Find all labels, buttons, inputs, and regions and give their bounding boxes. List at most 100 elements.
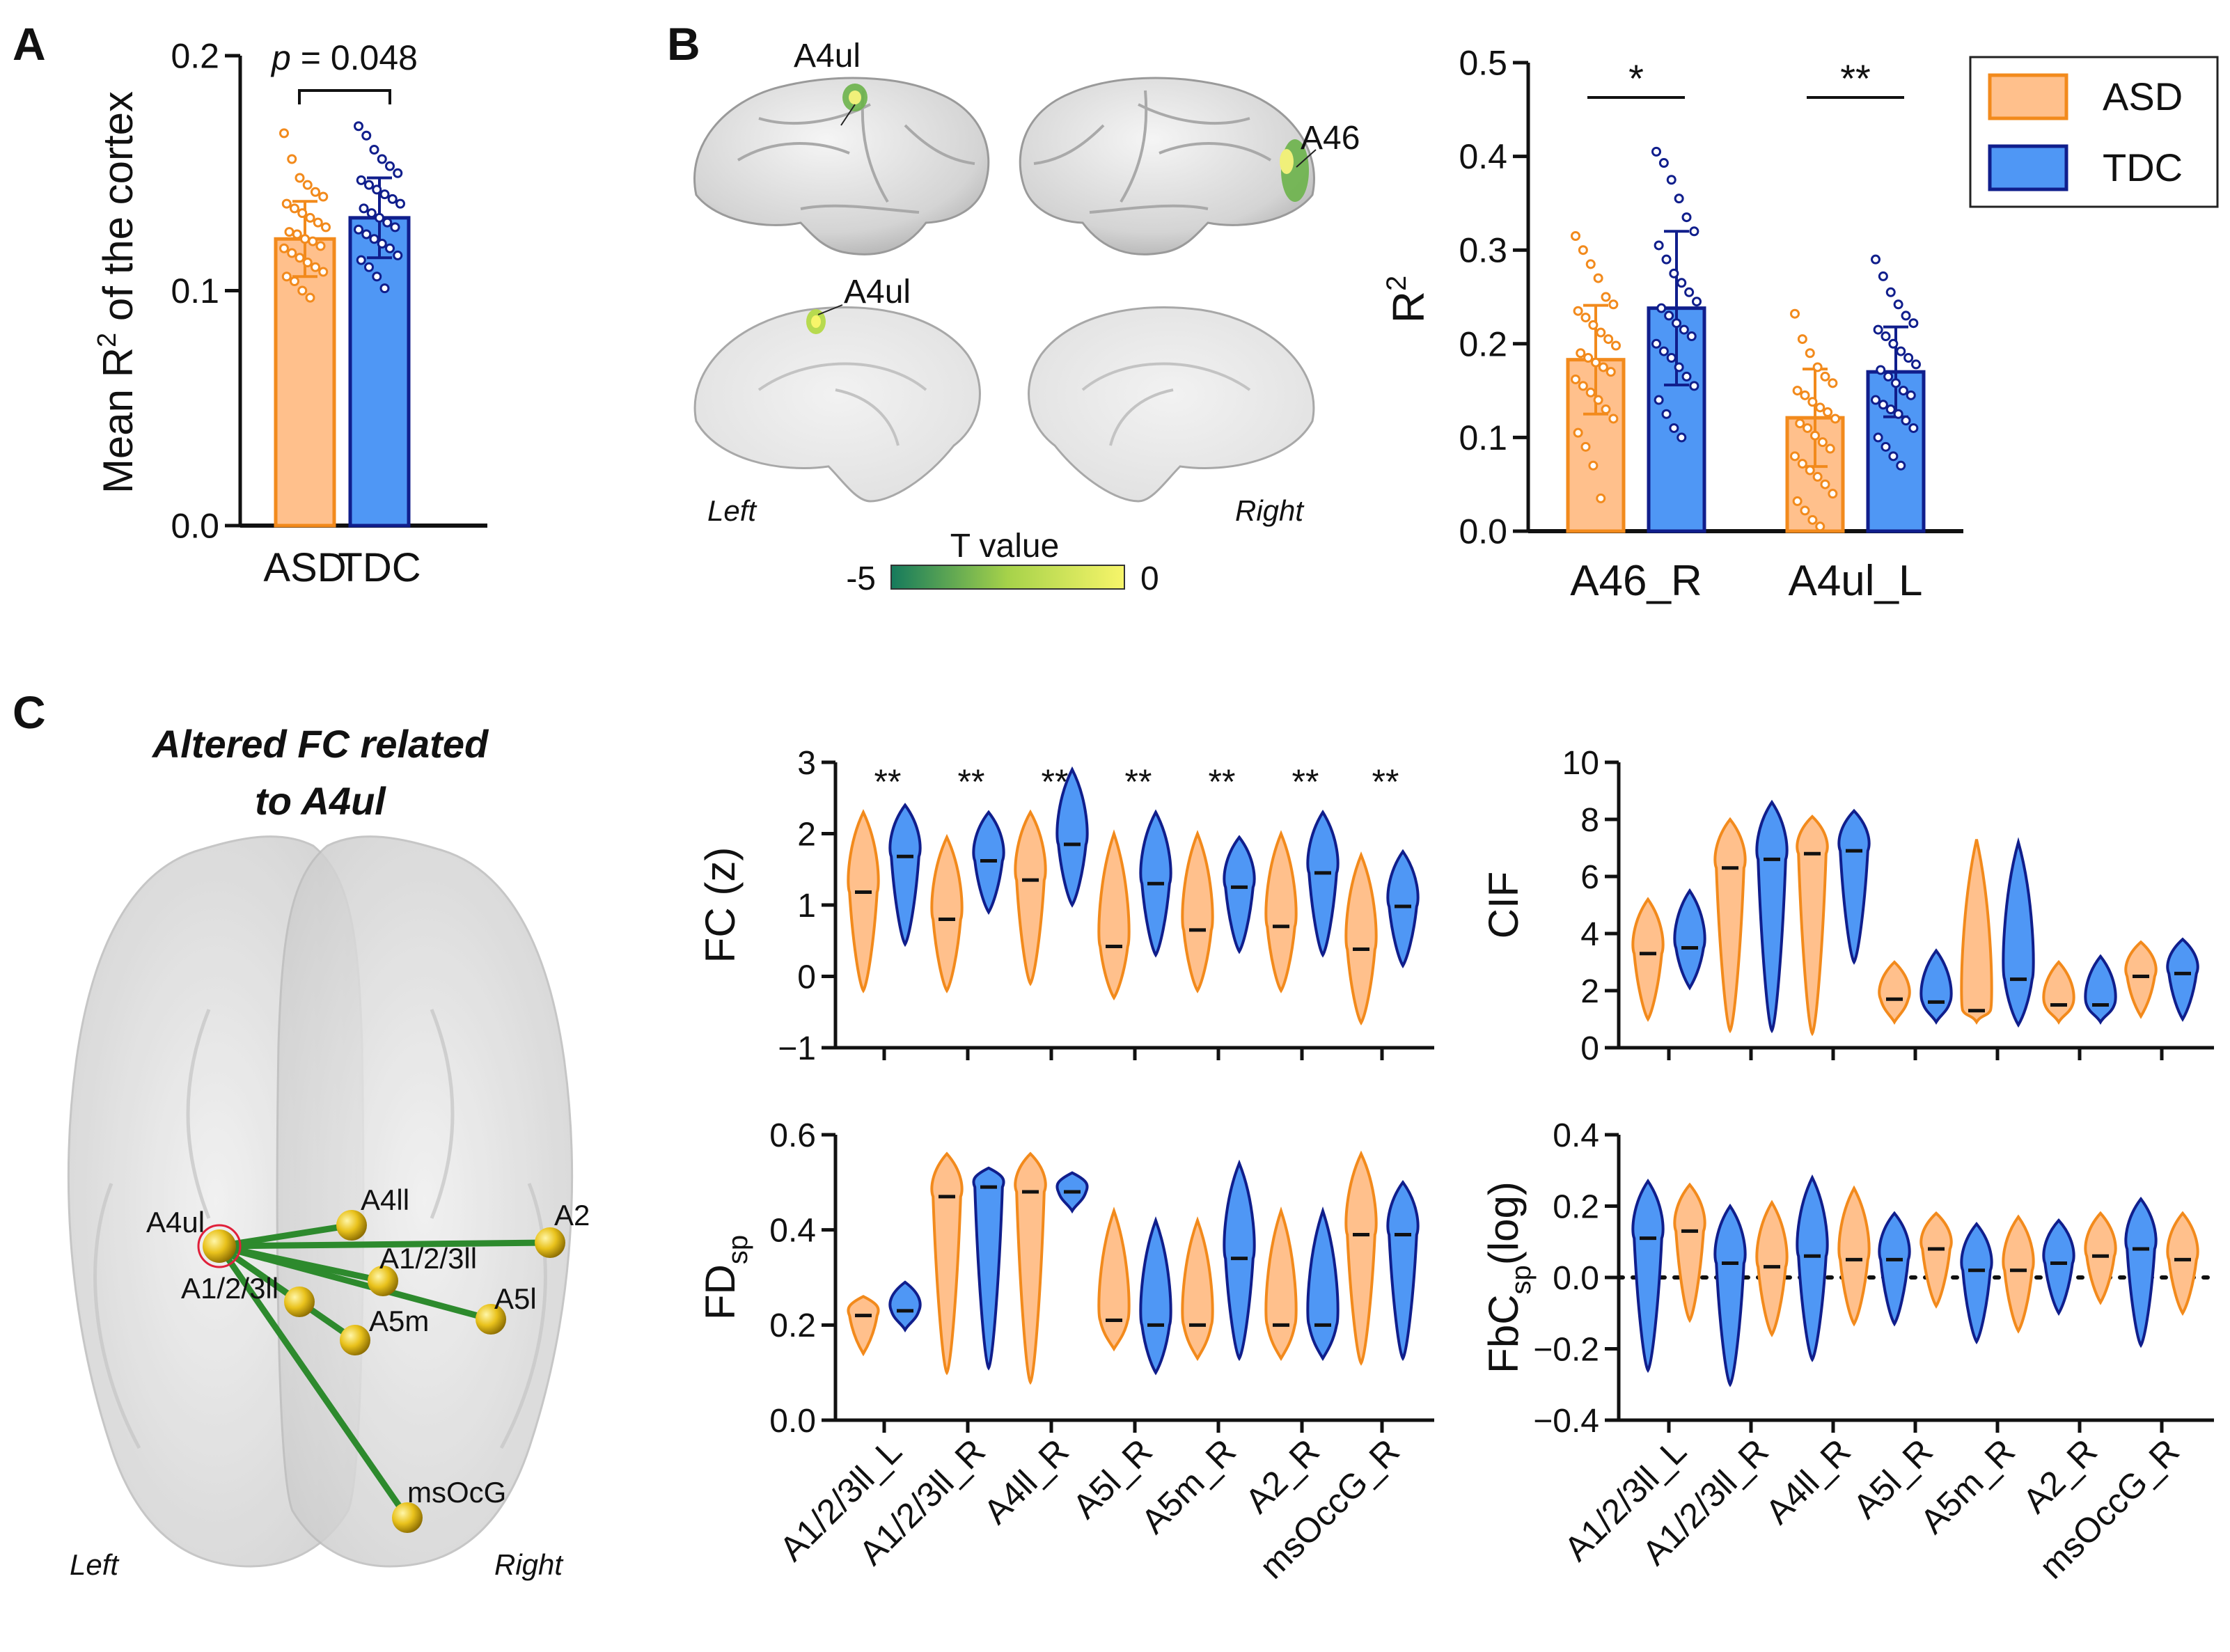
data-point xyxy=(311,187,320,197)
violin-asd xyxy=(1713,817,1747,1034)
edge-a4ul-a4ll xyxy=(219,1222,352,1250)
node-label-a2: A2 xyxy=(554,1199,590,1232)
node-a2 xyxy=(535,1227,565,1258)
data-point xyxy=(1790,451,1800,462)
data-point xyxy=(361,130,372,141)
data-point xyxy=(1603,334,1614,345)
data-point xyxy=(1903,352,1914,363)
brain-left-caption: Left xyxy=(707,494,757,527)
pvalue-label: p = 0.048 xyxy=(270,38,418,77)
fc-nodes xyxy=(197,1210,565,1533)
data-point xyxy=(1825,443,1835,454)
data-point xyxy=(385,161,395,171)
violin-asd xyxy=(930,833,964,993)
data-point xyxy=(1891,378,1901,388)
y-tick-label: −0.2 xyxy=(1533,1331,1599,1368)
data-point xyxy=(1666,175,1677,185)
data-point xyxy=(290,276,299,286)
y-tick-label: 3 xyxy=(797,745,816,782)
violin-asd xyxy=(1181,830,1214,993)
data-point xyxy=(379,189,390,200)
data-point xyxy=(1817,437,1828,448)
data-point xyxy=(1573,306,1583,316)
violin-tdc xyxy=(2124,1196,2158,1348)
data-point xyxy=(318,191,329,202)
data-point xyxy=(372,184,382,195)
violin-asd xyxy=(1796,815,1829,1037)
data-point xyxy=(1689,226,1699,237)
x-tick-label: TDC xyxy=(338,545,421,590)
violin-asd xyxy=(1014,809,1047,986)
data-point xyxy=(1901,416,1911,426)
y-tick-label: 0.5 xyxy=(1459,44,1507,83)
violin-tdc xyxy=(2084,954,2117,1025)
x-tick-label: A4ll_R xyxy=(976,1431,1076,1532)
data-point xyxy=(1601,292,1611,302)
data-point xyxy=(356,255,366,265)
data-point xyxy=(1674,194,1684,204)
data-point xyxy=(1656,303,1667,313)
data-point xyxy=(385,243,395,253)
data-point xyxy=(302,180,313,190)
data-point xyxy=(1571,231,1580,242)
data-point xyxy=(1812,362,1823,372)
data-point xyxy=(1681,371,1692,381)
x-tick-label: A4ul_L xyxy=(1788,557,1922,605)
y-tick-label: 0.2 xyxy=(1459,324,1507,363)
data-point xyxy=(281,198,292,209)
y-axis-label-main: FD xyxy=(697,1264,744,1320)
data-point xyxy=(295,173,305,183)
violin-tdc xyxy=(1673,888,1706,991)
data-point xyxy=(369,145,379,155)
data-point xyxy=(1583,352,1594,363)
data-point xyxy=(1605,367,1616,377)
y-tick-label: 0 xyxy=(1580,1030,1599,1067)
violin-asd xyxy=(1344,1150,1378,1366)
data-point xyxy=(364,262,374,272)
colorbar-gradient xyxy=(890,565,1125,590)
significance-mark: ** xyxy=(1372,762,1399,801)
y-axis-label: FbCsp(log) xyxy=(1480,1181,1537,1374)
violin-asd xyxy=(2124,940,2158,1019)
violin-asd xyxy=(1878,960,1911,1025)
data-point xyxy=(375,212,384,223)
significance-mark: * xyxy=(1628,56,1644,100)
y-tick-label: 1 xyxy=(797,888,816,925)
data-point xyxy=(1573,427,1583,438)
data-point xyxy=(1681,212,1692,223)
colorbar: T value -5 0 xyxy=(846,528,1159,597)
y-axis-label-rest: of the cortex xyxy=(95,91,141,333)
data-point xyxy=(1873,324,1883,335)
data-point xyxy=(1679,324,1689,335)
node-label-a5l: A5l xyxy=(494,1282,537,1315)
data-point xyxy=(361,229,372,239)
data-point xyxy=(308,236,318,246)
data-point xyxy=(1815,521,1825,532)
data-point xyxy=(1803,423,1813,433)
data-point xyxy=(1608,299,1619,310)
panel-c-fbcsp-chart: −0.4−0.20.00.20.4A1/2/3ll_LA1/2/3ll_RA4l… xyxy=(1480,1117,2216,1586)
brain-left-lateral xyxy=(693,77,990,255)
significance-mark: ** xyxy=(1209,762,1236,801)
y-tick-label: 0.4 xyxy=(1553,1117,1599,1154)
data-point xyxy=(1896,460,1906,471)
node-label-a123ll-l: A1/2/3ll xyxy=(181,1272,278,1305)
data-point xyxy=(1585,259,1596,269)
data-point xyxy=(1593,273,1603,283)
panel-b-letter: B xyxy=(667,18,700,70)
brain-right-lateral xyxy=(1019,77,1317,255)
data-point xyxy=(1669,423,1679,433)
violin-tdc xyxy=(1878,1211,1911,1327)
y-tick-label: 2 xyxy=(1580,973,1599,1010)
y-axis-label-rest: (log) xyxy=(1480,1181,1527,1265)
y-axis-label-main: CIF xyxy=(1480,872,1527,939)
colorbar-min-label: -5 xyxy=(846,560,876,597)
violin-tdc xyxy=(1386,849,1420,969)
data-point xyxy=(1871,395,1880,405)
violin-asd xyxy=(1837,1185,1871,1327)
data-point xyxy=(279,128,289,139)
y-axis-label-main: Mean R xyxy=(95,347,141,494)
y-axis-label: FC (z) xyxy=(697,847,744,963)
violin-tdc xyxy=(1386,1179,1420,1362)
